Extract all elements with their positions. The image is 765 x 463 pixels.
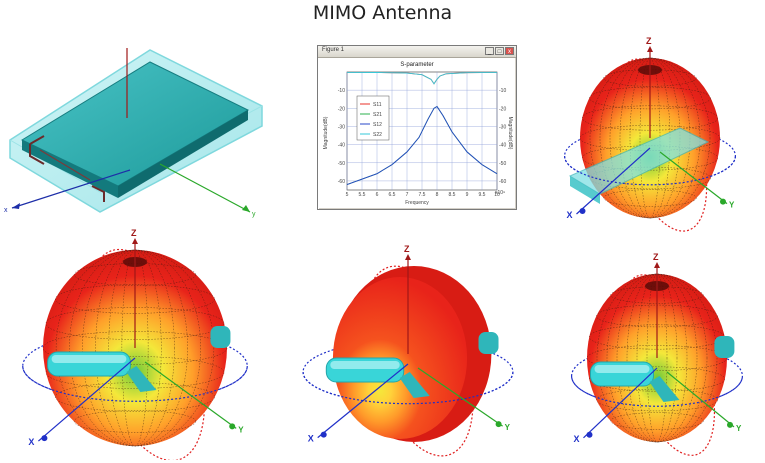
- azimuth-ring: [570, 345, 744, 407]
- x-tick-label: 8: [436, 192, 439, 198]
- x-axis-label: X: [308, 434, 314, 444]
- x-axis-title: Frequency: [405, 200, 429, 206]
- x-tick-label: 5: [346, 192, 349, 198]
- pattern-top-right: Z X Y: [540, 34, 760, 234]
- figure-window[interactable]: Figure 1 _ □ x S-parameter 5 5.5 6 6.5 7 7.5 8…: [317, 45, 517, 210]
- x-axis-label: X: [567, 210, 573, 220]
- y-axis-line: [659, 151, 728, 205]
- antenna-device: [47, 326, 231, 392]
- antenna-device: [568, 127, 710, 204]
- x-tick-label: 9.5: [479, 192, 486, 198]
- x-axis-label: x: [4, 207, 8, 214]
- antenna-device: [590, 336, 735, 402]
- pattern-bottom-right: Z X Y: [555, 240, 763, 460]
- y-tick-label-left: -60: [338, 179, 345, 185]
- y-tick-label-left: -40: [338, 143, 345, 149]
- y-axis-line: [666, 371, 735, 428]
- series-line-s12: [346, 105, 498, 186]
- y-axis-line: [144, 361, 237, 429]
- legend-box: [356, 95, 390, 141]
- minimize-button[interactable]: _: [485, 47, 494, 55]
- x-axis-line: [38, 357, 136, 442]
- z-axis-label: Z: [653, 252, 659, 262]
- legend-entry: S12: [373, 122, 382, 128]
- series-line-s22: [346, 71, 498, 85]
- y-axis-label: Y: [736, 424, 742, 433]
- legend-entry: S21: [373, 112, 382, 118]
- x-tick-label: 7: [406, 192, 409, 198]
- s-parameter-chart: S-parameter 5 5.5 6 6.5 7 7.5 8 8.5 9 9.5 10 -10 -10…: [323, 62, 513, 206]
- pattern-bottom-center: Z X Y: [290, 238, 520, 460]
- y-axis-line: [417, 367, 503, 427]
- y-axis-label: y: [252, 211, 256, 218]
- azimuth-ring-front: [22, 365, 248, 402]
- x-tick-label: 6: [376, 192, 379, 198]
- y-tick-label-right: -40: [499, 143, 506, 149]
- close-button[interactable]: x: [505, 47, 514, 55]
- y-tick-label-right: -30: [499, 124, 506, 130]
- y-tick-label-left: -10: [338, 88, 345, 94]
- y-axis-label: Y: [505, 423, 511, 432]
- figure-canvas: S-parameter 5 5.5 6 6.5 7 7.5 8 8.5 9 9.5 10 -10 -10…: [319, 58, 515, 208]
- y-tick-label-right: -20: [499, 106, 506, 112]
- page-title: MIMO Antenna: [312, 2, 453, 24]
- y-tick-label-left: -50: [338, 161, 345, 167]
- z-axis-label: Z: [131, 228, 137, 238]
- z-axis-label: Z: [404, 244, 410, 254]
- y-tick-label-right: -50: [499, 161, 506, 167]
- chart-legend: S11 S21 S12 S22: [356, 95, 390, 141]
- y-tick-label-left: -30: [338, 124, 345, 130]
- x-axis-line: [576, 147, 651, 215]
- y-tick-label-right: -10: [499, 88, 506, 94]
- figure-window-title: Figure 1: [322, 47, 345, 53]
- legend-entry: S11: [373, 102, 382, 108]
- y-axis-title-right: Magnitude(dB): [507, 117, 513, 150]
- x-axis-label: X: [574, 434, 580, 444]
- maximize-button[interactable]: □: [495, 47, 504, 55]
- x-tick-label: 10: [494, 192, 500, 198]
- y-axis-label: Y: [238, 425, 244, 434]
- x-tick-label: 5.5: [359, 192, 366, 198]
- y-axis-line: [159, 163, 251, 213]
- x-axis-line: [583, 367, 658, 439]
- x-axis-exponent: x10⁹: [495, 190, 505, 196]
- legend-entry: S22: [373, 132, 382, 138]
- x-axis-label: X: [28, 437, 34, 447]
- y-tick-label-right: -60: [499, 179, 506, 185]
- y-tick-label-left: -20: [338, 106, 345, 112]
- antenna-model-view: x y: [0, 40, 265, 220]
- x-tick-label: 8.5: [449, 192, 456, 198]
- x-tick-label: 7.5: [419, 192, 426, 198]
- chart-title: S-parameter: [400, 62, 433, 68]
- figure-window-titlebar[interactable]: Figure 1 _ □ x: [318, 46, 516, 58]
- x-tick-label: 9: [466, 192, 469, 198]
- x-axis-line: [317, 363, 409, 439]
- azimuth-ring-front: [571, 375, 743, 407]
- pattern-bottom-left: Z X Y: [5, 228, 265, 460]
- y-axis-label: Y: [729, 201, 735, 210]
- y-axis-title-left: Magnitude(dB): [323, 116, 329, 149]
- azimuth-ring: [22, 330, 248, 402]
- x-axis-line: [11, 169, 131, 209]
- x-tick-label: 6.5: [389, 192, 396, 198]
- z-axis-label: Z: [646, 36, 652, 46]
- azimuth-ring-front: [564, 155, 736, 186]
- antenna-device: [325, 332, 499, 398]
